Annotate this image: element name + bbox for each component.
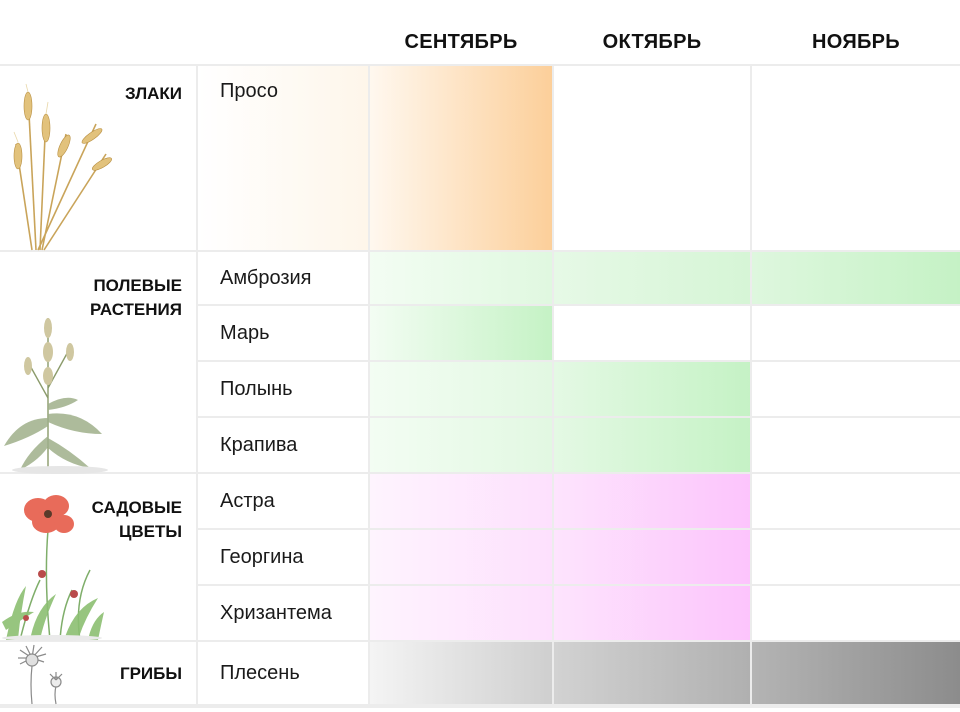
cell-krapiva-september (370, 418, 552, 472)
group-label-garden-flowers: САДОВЫЕ ЦВЕТЫ (40, 496, 182, 544)
cell-georgina-october (554, 530, 750, 584)
cell-proso-september (370, 66, 552, 250)
cell-astra-october (554, 474, 750, 528)
plant-label: Плесень (220, 662, 300, 684)
poppy-illustration (2, 495, 104, 641)
cell-mar-october (554, 306, 750, 360)
group-cell-field-plants (0, 252, 196, 472)
plant-label: Крапива (220, 434, 298, 456)
cell-proso-october (554, 66, 750, 250)
plant-cell-plesen: Плесень (198, 642, 368, 704)
group-label-line: ПОЛЕВЫЕ (93, 276, 182, 295)
plant-label: Хризантема (220, 602, 332, 624)
weed-illustration (4, 318, 108, 474)
month-header-september: СЕНТЯБРЬ (404, 31, 518, 53)
cell-ambrosia-october (554, 252, 750, 304)
group-label-line: САДОВЫЕ (91, 498, 182, 517)
month-header-october: ОКТЯБРЬ (602, 31, 702, 53)
wheat-illustration (13, 83, 112, 251)
cell-krapiva-october (554, 418, 750, 472)
plant-cell-polyn: Полынь (198, 362, 368, 416)
group-label-fungi: ГРИБЫ (40, 662, 182, 686)
plant-cell-georgina: Георгина (198, 530, 368, 584)
plant-cell-chrysanthemum: Хризантема (198, 586, 368, 640)
cell-polyn-october (554, 362, 750, 416)
cell-polyn-november (752, 362, 960, 416)
group-label-grains: ЗЛАКИ (40, 82, 182, 106)
cell-krapiva-november (752, 418, 960, 472)
cell-ambrosia-september (370, 252, 552, 304)
cell-mar-september (370, 306, 552, 360)
plant-cell-proso: Просо (198, 66, 368, 250)
group-label-grains-text: ЗЛАКИ (124, 84, 182, 103)
cell-chrysanthemum-september (370, 586, 552, 640)
plant-label: Астра (220, 490, 275, 512)
plant-cell-krapiva: Крапива (198, 418, 368, 472)
plant-label: Просо (220, 80, 278, 102)
group-cell-grains (0, 66, 196, 250)
plant-label: Амброзия (220, 267, 312, 289)
cell-chrysanthemum-november (752, 586, 960, 640)
plant-cell-mar: Марь (198, 306, 368, 360)
month-header-november: НОЯБРЬ (811, 31, 900, 53)
cell-plesen-september (370, 642, 552, 704)
plant-cell-astra: Астра (198, 474, 368, 528)
group-label-field-plants: ПОЛЕВЫЕ РАСТЕНИЯ (40, 274, 182, 322)
group-label-line: РАСТЕНИЯ (90, 300, 182, 319)
cell-chrysanthemum-october (554, 586, 750, 640)
cell-astra-november (752, 474, 960, 528)
cell-proso-november (752, 66, 960, 250)
plant-label: Марь (220, 322, 270, 344)
group-label-fungi-text: ГРИБЫ (119, 664, 182, 683)
cell-plesen-november (752, 642, 960, 704)
cell-georgina-september (370, 530, 552, 584)
plant-label: Георгина (220, 546, 304, 568)
group-label-line: ЦВЕТЫ (118, 522, 182, 541)
cell-astra-september (370, 474, 552, 528)
plant-cell-ambrosia: Амброзия (198, 252, 368, 304)
plant-label: Полынь (220, 378, 293, 400)
cell-polyn-september (370, 362, 552, 416)
mold-illustration (18, 644, 63, 705)
cell-mar-november (752, 306, 960, 360)
cell-georgina-november (752, 530, 960, 584)
cell-plesen-october (554, 642, 750, 704)
cell-ambrosia-november (752, 252, 960, 304)
